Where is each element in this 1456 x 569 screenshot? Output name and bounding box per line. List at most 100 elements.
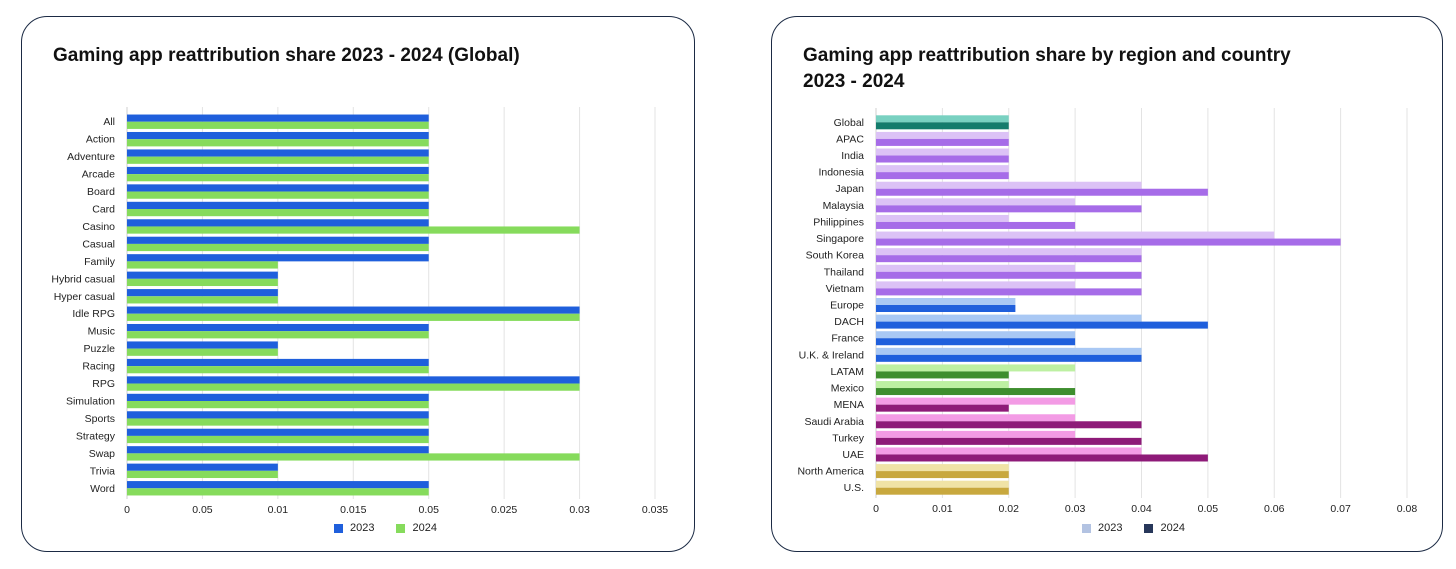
bar-saudi-arabia-2023 xyxy=(876,414,1076,422)
category-label: Action xyxy=(86,134,115,146)
bar-strategy-2024 xyxy=(127,435,429,444)
bar-swap-2023 xyxy=(127,446,429,454)
bar-vietnam-2024 xyxy=(876,288,1142,296)
bar-apac-2023 xyxy=(876,131,1009,139)
category-label: Thailand xyxy=(824,266,864,278)
left-chart-plot: 0 0.05 0.01 0.015 0.05 0.025 0.03 0.035 All Actio… xyxy=(51,107,668,516)
category-label: North America xyxy=(797,466,864,478)
bar-strategy-2023 xyxy=(127,428,429,436)
bar-rpg-2024 xyxy=(127,383,580,391)
category-label: Saudi Arabia xyxy=(804,416,864,428)
bar-puzzle-2024 xyxy=(127,348,278,356)
category-label: Strategy xyxy=(76,430,116,442)
category-label: LATAM xyxy=(831,366,864,378)
category-label: Hyper casual xyxy=(54,291,115,303)
bar-adventure-2024 xyxy=(127,156,429,164)
bar-all-2024 xyxy=(127,121,429,129)
bar-mena-2023 xyxy=(876,397,1076,405)
bar-japan-2024 xyxy=(876,188,1208,196)
x-tick-label: 0.06 xyxy=(1264,503,1285,515)
bar-indonesia-2024 xyxy=(876,172,1009,180)
x-tick-label: 0.01 xyxy=(932,503,953,515)
legend-label-2023: 2023 xyxy=(350,522,375,534)
x-tick-label: 0.07 xyxy=(1330,503,1351,515)
bar-idle-rpg-2023 xyxy=(127,306,580,314)
bar-india-2023 xyxy=(876,148,1009,156)
right-chart-plot: 0 0.01 0.02 0.03 0.04 0.05 0.06 0.07 0.08 Global A… xyxy=(797,108,1418,515)
bar-japan-2023 xyxy=(876,181,1142,189)
bar-action-2023 xyxy=(127,131,429,140)
category-label: Indonesia xyxy=(818,167,864,179)
bar-simulation-2024 xyxy=(127,401,429,409)
bar-idle-rpg-2024 xyxy=(127,313,580,321)
bar-casual-2024 xyxy=(127,243,429,252)
bar-saudi-arabia-2024 xyxy=(876,421,1142,429)
bar-music-2023 xyxy=(127,323,429,332)
bar-action-2024 xyxy=(127,139,429,147)
category-label: Swap xyxy=(89,448,115,460)
bar-turkey-2024 xyxy=(876,437,1142,445)
x-tick-label: 0.08 xyxy=(1397,503,1418,515)
category-label: Adventure xyxy=(67,151,115,163)
bar-france-2023 xyxy=(876,331,1076,339)
bar-latam-2023 xyxy=(876,364,1076,372)
category-label: All xyxy=(103,116,115,128)
bar-word-2023 xyxy=(127,481,429,489)
legend-swatch-2023 xyxy=(1082,523,1091,533)
bar-board-2024 xyxy=(127,191,429,199)
bar-vietnam-2023 xyxy=(876,281,1076,289)
bar-music-2024 xyxy=(127,331,429,339)
x-tick-label: 0.05 xyxy=(192,504,213,516)
x-tick-label: 0.05 xyxy=(418,504,439,516)
category-label: Sports xyxy=(85,413,115,425)
category-label: Casino xyxy=(82,221,115,233)
bar-trivia-2023 xyxy=(127,463,278,471)
legend-item-2023: 2023 xyxy=(1082,522,1122,534)
category-label: Simulation xyxy=(66,396,115,408)
category-label: Japan xyxy=(835,183,864,195)
x-tick-label: 0.03 xyxy=(569,504,590,516)
category-label: U.K. & Ireland xyxy=(799,349,865,361)
category-label: Philippines xyxy=(813,216,864,228)
category-label: Hybrid casual xyxy=(51,273,115,285)
bar-uae-2024 xyxy=(876,454,1208,462)
bar-turkey-2023 xyxy=(876,430,1076,438)
bar-family-2023 xyxy=(127,254,429,262)
category-label: Global xyxy=(834,117,864,129)
x-tick-label: 0.01 xyxy=(268,504,289,516)
bar-indonesia-2023 xyxy=(876,165,1009,173)
bar-singapore-2023 xyxy=(876,231,1275,239)
bar-board-2023 xyxy=(127,184,429,192)
bar-mena-2024 xyxy=(876,404,1009,412)
bar-simulation-2023 xyxy=(127,393,429,401)
category-label: Card xyxy=(92,204,115,216)
bar-europe-2023 xyxy=(876,298,1016,305)
bar-trivia-2024 xyxy=(127,470,278,479)
bar-swap-2024 xyxy=(127,453,580,461)
right-chart-title-line2: 2023 - 2024 xyxy=(803,71,905,92)
bar-hybrid-casual-2023 xyxy=(127,271,278,279)
category-label: South Korea xyxy=(806,250,865,262)
category-label: Casual xyxy=(82,238,115,250)
x-tick-label: 0 xyxy=(873,503,879,515)
bar-casual-2023 xyxy=(127,236,429,244)
x-tick-label: 0.03 xyxy=(1065,503,1086,515)
x-tick-label: 0.02 xyxy=(999,503,1020,515)
category-label: APAC xyxy=(836,133,864,145)
category-label: Puzzle xyxy=(83,343,115,355)
x-tick-label: 0 xyxy=(124,504,130,516)
bar-mexico-2023 xyxy=(876,381,1009,389)
bar-singapore-2024 xyxy=(876,238,1341,246)
category-label: Vietnam xyxy=(826,283,865,295)
bar-u-k-ireland-2023 xyxy=(876,347,1142,355)
bar-thailand-2023 xyxy=(876,264,1076,272)
bar-u-s-2024 xyxy=(876,487,1009,495)
bar-north-america-2023 xyxy=(876,464,1009,472)
bar-u-s-2023 xyxy=(876,480,1009,488)
category-label: France xyxy=(831,333,864,345)
left-chart-title: Gaming app reattribution share 2023 - 20… xyxy=(53,45,520,66)
bar-mexico-2024 xyxy=(876,388,1076,396)
bar-adventure-2023 xyxy=(127,149,429,157)
right-chart-title: Gaming app reattribution share by region… xyxy=(803,43,1291,95)
bar-north-america-2024 xyxy=(876,471,1009,479)
